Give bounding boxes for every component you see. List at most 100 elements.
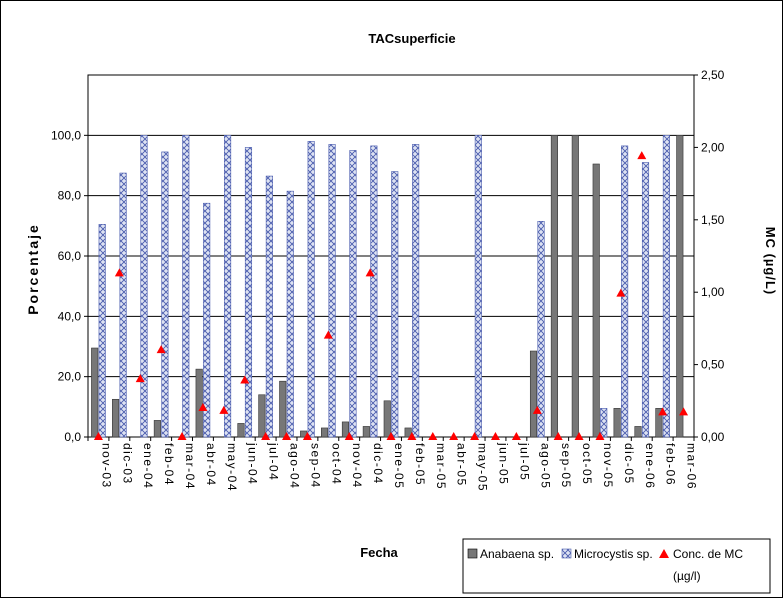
bar-anabaena — [404, 427, 412, 438]
mc-marker — [574, 432, 584, 440]
mc-marker — [407, 432, 417, 440]
x-tick-label: feb-04 — [162, 443, 176, 486]
x-tick-label: oct-04 — [329, 443, 343, 485]
y-tick-label: 0,0 — [64, 430, 81, 444]
bar-microcystis — [161, 151, 169, 438]
bar-microcystis — [662, 135, 670, 438]
x-tick-label: ago-04 — [288, 443, 302, 489]
x-tick-label: jul-05 — [517, 442, 531, 481]
bar-anabaena — [634, 426, 642, 438]
mc-marker — [156, 345, 166, 354]
grid-lines — [88, 74, 694, 378]
mc-marker — [114, 268, 124, 277]
x-tick-label: abr-05 — [455, 443, 469, 487]
legend-label-anabaena: Anabaena sp. — [480, 547, 554, 561]
bar-microcystis — [286, 190, 294, 438]
bar-anabaena — [655, 408, 663, 438]
x-tick-label: dic-03 — [120, 443, 134, 485]
bar-anabaena — [341, 421, 350, 438]
bar-microcystis — [119, 172, 127, 438]
y-tick-label: 60,0 — [58, 249, 82, 263]
mc-marker — [532, 405, 542, 414]
x-tick-label: jul-04 — [267, 442, 281, 481]
bar-microcystis — [224, 135, 232, 438]
x-tick-label: ene-06 — [643, 443, 657, 489]
y2-tick-label: 2,50 — [701, 68, 725, 82]
bar-microcystis — [307, 141, 315, 438]
mc-marker — [386, 432, 396, 440]
legend-swatch-anabaena — [467, 548, 478, 559]
mc-marker — [553, 432, 563, 440]
bar-anabaena — [279, 380, 287, 438]
mc-marker — [302, 432, 312, 440]
bar-anabaena — [321, 427, 329, 438]
x-tick-label: mar-06 — [685, 443, 699, 490]
mc-marker — [93, 432, 103, 440]
bar-anabaena — [362, 426, 370, 438]
bar-microcystis — [474, 135, 482, 438]
x-axis-label: Fecha — [360, 545, 398, 560]
x-tick-label: ago-05 — [538, 443, 552, 489]
bar-microcystis — [349, 150, 357, 438]
y-tick-label: 80,0 — [58, 189, 82, 203]
legend-label-mc: Conc. de MC — [673, 547, 743, 561]
legend: Anabaena sp. Microcystis sp. Conc. de MC… — [462, 538, 771, 594]
y2-tick-label: 1,50 — [701, 213, 725, 227]
y-axis-label: Porcentaje — [25, 223, 41, 315]
mc-marker — [428, 432, 438, 440]
mc-marker — [637, 151, 647, 160]
x-tick-label: jun-04 — [246, 442, 260, 485]
bar-anabaena — [592, 163, 600, 438]
mc-marker — [511, 432, 521, 440]
legend-swatch-microcystis — [561, 548, 572, 559]
x-tick-label: may-04 — [225, 443, 239, 492]
bar-anabaena — [195, 368, 203, 438]
bar-anabaena — [613, 408, 621, 438]
bar-microcystis — [328, 144, 336, 438]
x-tick-label: oct-05 — [580, 443, 594, 485]
bar-anabaena — [112, 398, 120, 438]
mc-marker — [135, 374, 145, 383]
x-tick-label: sep-05 — [559, 443, 573, 489]
y2-tick-label: 2,00 — [701, 140, 725, 154]
mc-marker — [282, 432, 292, 440]
bar-microcystis — [140, 135, 148, 438]
x-tick-label: ene-04 — [141, 443, 155, 489]
bar-microcystis — [203, 202, 211, 438]
mc-marker — [490, 432, 500, 440]
y2-tick-label: 0,50 — [701, 358, 725, 372]
mc-marker — [240, 375, 250, 384]
bar-microcystis — [391, 171, 399, 438]
bar-anabaena — [529, 350, 538, 438]
legend-label-mc-unit: (µg/l) — [673, 569, 701, 583]
mc-marker — [595, 432, 605, 440]
mc-marker — [616, 288, 626, 297]
y2-axis-label: MC (µg/L) — [763, 227, 778, 295]
mc-marker — [198, 403, 208, 412]
mc-marker — [219, 405, 229, 414]
bar-microcystis — [182, 135, 190, 438]
bar-microcystis — [244, 147, 253, 438]
mc-marker — [470, 432, 480, 440]
legend-marker-mc — [659, 549, 669, 558]
mc-marker — [679, 407, 689, 416]
x-tick-label: abr-04 — [204, 443, 218, 487]
bar-microcystis — [98, 224, 106, 438]
bar-anabaena — [91, 347, 99, 438]
x-tick-label: dic-04 — [371, 443, 385, 485]
bar-anabaena — [383, 400, 391, 438]
x-tick-label: nov-05 — [601, 443, 615, 489]
legend-label-microcystis: Microcystis sp. — [574, 547, 653, 561]
bar-microcystis — [641, 162, 650, 438]
x-tick-label: may-05 — [476, 443, 490, 492]
bar-microcystis — [370, 145, 378, 438]
bar-microcystis — [600, 408, 608, 438]
mc-marker — [323, 330, 333, 339]
x-tick-label: feb-05 — [413, 443, 427, 486]
mc-marker — [261, 432, 271, 440]
bar-anabaena — [676, 135, 684, 438]
x-tick-label: nov-03 — [99, 443, 113, 489]
x-tick-label: sep-04 — [308, 443, 322, 489]
